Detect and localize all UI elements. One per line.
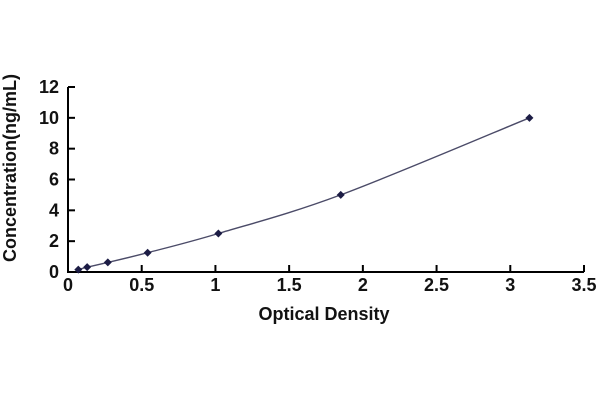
data-point-marker	[74, 265, 83, 274]
x-tick-label: 2.5	[424, 275, 449, 295]
x-tick-label: 2	[358, 275, 368, 295]
x-axis-title: Optical Density	[258, 304, 389, 324]
series-group	[74, 113, 534, 274]
x-tick-label: 0.5	[129, 275, 154, 295]
x-tick-label: 1	[210, 275, 220, 295]
y-tick-label: 0	[49, 262, 59, 282]
x-ticks-group: 0 0.5 1 1.5 2 2.5 3 3.5	[63, 265, 597, 295]
x-tick-label: 1.5	[277, 275, 302, 295]
x-tick-label: 0	[63, 275, 73, 295]
data-point-marker	[83, 263, 92, 272]
y-tick-label: 8	[49, 139, 59, 159]
y-tick-label: 12	[39, 77, 59, 97]
axes-group	[67, 87, 584, 273]
data-point-marker	[103, 258, 112, 267]
y-ticks-group: 0 2 4 6 8 10 12	[39, 77, 75, 282]
data-point-marker	[143, 248, 152, 257]
data-point-marker	[214, 229, 223, 238]
data-point-marker	[336, 190, 345, 199]
axis-lines	[67, 87, 584, 273]
y-axis-title: Concentration(ng/mL)	[0, 74, 20, 262]
x-tick-label: 3.5	[571, 275, 596, 295]
y-tick-label: 10	[39, 108, 59, 128]
y-tick-label: 4	[49, 200, 59, 220]
curve-line	[78, 117, 530, 271]
y-tick-label: 2	[49, 231, 59, 251]
data-point-marker	[525, 113, 534, 122]
x-tick-label: 3	[505, 275, 515, 295]
y-tick-label: 6	[49, 170, 59, 190]
